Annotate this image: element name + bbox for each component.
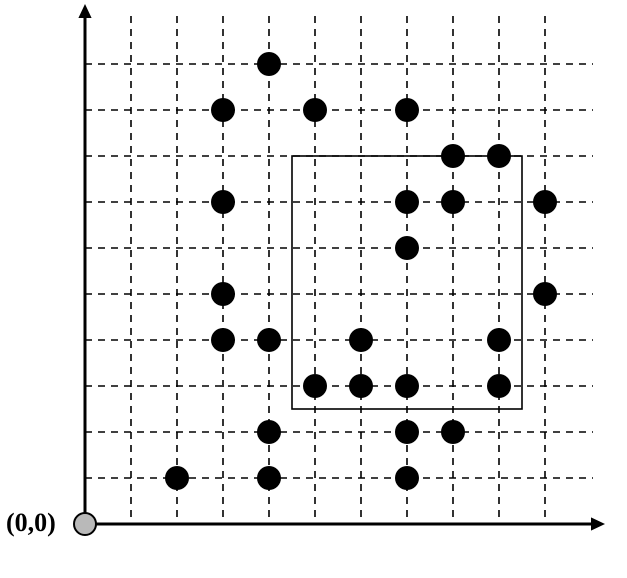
figure-canvas: (0,0): [0, 0, 627, 578]
scatter-plot: [0, 0, 627, 578]
origin-label: (0,0): [6, 508, 56, 538]
